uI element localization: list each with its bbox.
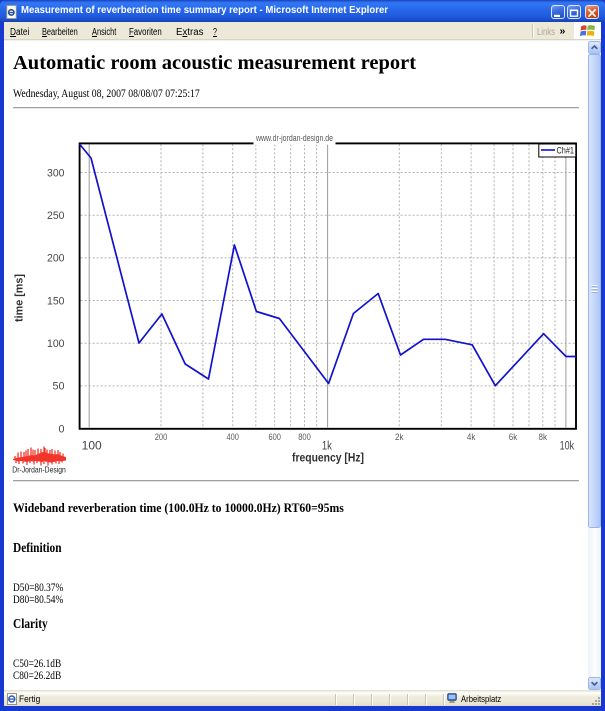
svg-text:150: 150 [47, 295, 65, 307]
svg-text:1k: 1k [322, 440, 332, 452]
svg-text:Ch#1: Ch#1 [557, 145, 575, 155]
svg-text:50: 50 [53, 381, 65, 393]
svg-text:time [ms]: time [ms] [14, 274, 26, 322]
svg-text:4k: 4k [467, 432, 476, 442]
svg-text:2k: 2k [395, 432, 404, 442]
svg-text:Dr-Jordan-Design: Dr-Jordan-Design [12, 464, 66, 474]
svg-text:200: 200 [155, 432, 168, 442]
svg-text:300: 300 [47, 167, 65, 179]
svg-text:600: 600 [268, 432, 281, 442]
svg-text:8k: 8k [539, 432, 548, 442]
svg-text:6k: 6k [509, 432, 518, 442]
svg-text:800: 800 [298, 432, 311, 442]
svg-text:400: 400 [226, 432, 239, 442]
svg-text:200: 200 [47, 253, 65, 265]
svg-text:frequency [Hz]: frequency [Hz] [292, 453, 364, 465]
svg-text:10k: 10k [560, 440, 575, 452]
svg-text:250: 250 [47, 210, 65, 222]
svg-text:www.dr-jordan-design.de: www.dr-jordan-design.de [255, 133, 333, 143]
svg-text:100: 100 [47, 338, 65, 350]
svg-text:0: 0 [59, 424, 65, 436]
svg-text:100: 100 [82, 440, 102, 452]
